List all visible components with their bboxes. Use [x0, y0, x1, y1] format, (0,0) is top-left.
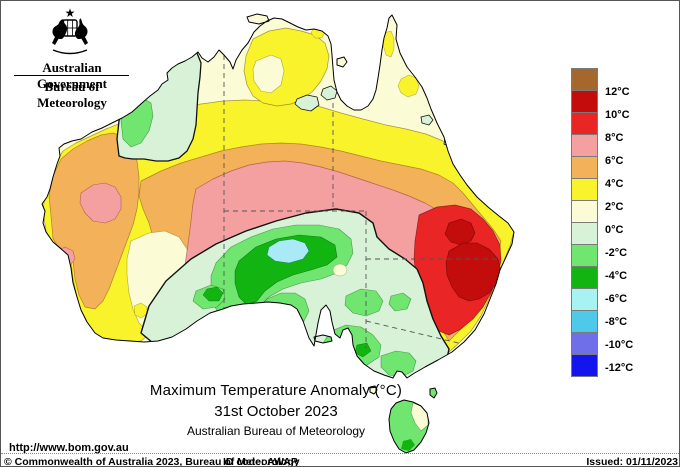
legend-swatch: [571, 90, 598, 113]
legend-label: 0°C: [605, 224, 624, 236]
coat-of-arms-icon: ★: [52, 6, 88, 55]
copyright-text: © Commonwealth of Australia 2023, Bureau…: [4, 456, 300, 467]
svg-text:★: ★: [65, 6, 76, 20]
legend-swatch: [571, 178, 598, 201]
legend-swatch: [571, 332, 598, 355]
bureau-title: Bureau of Meteorology: [37, 79, 107, 110]
legend-label: -6°C: [605, 293, 628, 305]
legend-swatch: [571, 310, 598, 333]
legend-swatch: [571, 266, 598, 289]
legend-label: 8°C: [605, 132, 624, 144]
legend-swatch: [571, 112, 598, 135]
legend-label: 6°C: [605, 155, 624, 167]
legend-label: 2°C: [605, 201, 624, 213]
legend-label: 4°C: [605, 178, 624, 190]
footer-separator: [1, 453, 679, 454]
legend-label: 12°C: [605, 86, 630, 98]
legend-swatch: [571, 222, 598, 245]
legend-label: -10°C: [605, 339, 634, 351]
legend-label: -4°C: [605, 270, 628, 282]
legend-swatch: [571, 200, 598, 223]
legend-label: 10°C: [605, 109, 630, 121]
legend-swatches: [571, 68, 598, 377]
legend-label: -8°C: [605, 316, 628, 328]
issued-text: Issued: 01/11/2023: [586, 456, 678, 467]
legend-swatch: [571, 156, 598, 179]
header-divider: [14, 75, 129, 76]
legend-label: -12°C: [605, 362, 634, 374]
legend-label: -2°C: [605, 247, 628, 259]
map-date: 31st October 2023: [214, 403, 338, 420]
legend-swatch: [571, 68, 598, 91]
map-title: Maximum Temperature Anomaly (°C): [149, 382, 403, 399]
legend-swatch: [571, 134, 598, 157]
legend-swatch: [571, 288, 598, 311]
id-code-text: ID code: AWAP: [223, 456, 298, 467]
legend-swatch: [571, 354, 598, 377]
bom-url-label: http://www.bom.gov.au: [9, 442, 129, 454]
map-titles: Maximum Temperature Anomaly (°C) 31st Oc…: [86, 382, 466, 438]
map-source: Australian Bureau of Meteorology: [186, 424, 366, 438]
legend-swatch: [571, 244, 598, 267]
government-title: Australian Government: [36, 60, 108, 91]
